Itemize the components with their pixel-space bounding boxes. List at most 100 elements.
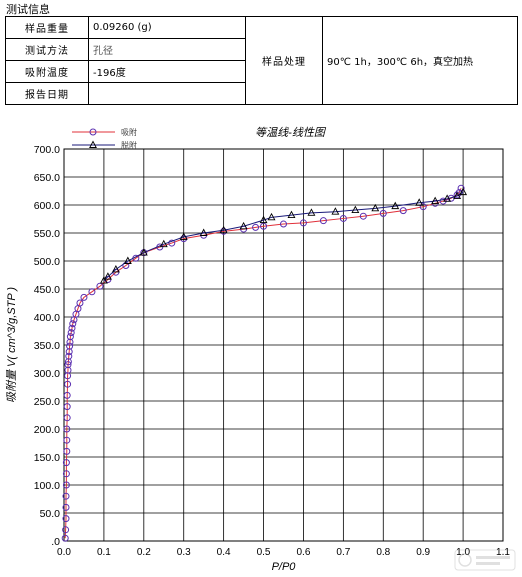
data-point [123, 256, 132, 264]
data-point [391, 201, 400, 210]
y-tick-label: 150.0 [34, 452, 60, 464]
data-point [66, 333, 74, 341]
x-tick-label: 0.0 [57, 547, 71, 558]
data-point [299, 219, 307, 227]
data-point [65, 352, 73, 360]
x-axis-label: P/P0 [272, 561, 297, 573]
data-point [62, 459, 70, 467]
y-tick-label: 500.0 [34, 256, 60, 268]
data-point [267, 212, 276, 221]
table-row: 测试方法 孔径 [5, 38, 518, 61]
value-sample-weight: 0.09260 (g) [88, 16, 246, 39]
section-title: 测试信息 [6, 3, 50, 16]
data-point [239, 221, 248, 230]
x-tick-label: 0.7 [336, 547, 350, 558]
legend-label: 脱附 [121, 140, 137, 150]
data-point [443, 194, 452, 202]
data-point [219, 225, 228, 234]
data-point [199, 228, 208, 236]
data-point [64, 380, 72, 388]
data-point [287, 210, 296, 219]
y-tick-label: 300.0 [34, 368, 60, 380]
data-point [63, 436, 71, 444]
data-point [139, 248, 148, 256]
logo-watermark-icon [454, 549, 516, 571]
label-test-method: 测试方法 [5, 38, 89, 61]
data-point [260, 222, 268, 230]
chart-title: 等温线-线性图 [255, 126, 327, 139]
y-axis-label: 吸附量 V( cm^3/g,STP ) [5, 287, 18, 403]
x-tick-label: 0.1 [97, 547, 111, 558]
x-tick-label: 0.4 [217, 547, 231, 558]
data-point [179, 232, 188, 240]
data-point [359, 212, 367, 220]
y-tick-label: 550.0 [34, 228, 60, 240]
data-point [431, 196, 440, 205]
data-point [252, 223, 260, 231]
table-row: 吸附温度 -196度 [5, 60, 518, 83]
data-point [453, 191, 462, 199]
legend-label: 吸附 [121, 127, 137, 137]
data-point [280, 220, 287, 228]
data-point [76, 299, 84, 307]
data-point [220, 227, 228, 235]
data-point [371, 203, 380, 212]
data-point [339, 214, 347, 222]
x-tick-label: 1.0 [456, 547, 470, 558]
data-point [67, 329, 75, 337]
legend-marker [89, 128, 97, 136]
data-point [62, 492, 70, 500]
value-report-date [88, 82, 246, 105]
data-point [63, 403, 71, 411]
data-point [103, 272, 112, 280]
y-tick-label: 650.0 [34, 172, 60, 184]
x-tick-label: 1.1 [496, 547, 510, 558]
data-point [331, 207, 340, 215]
table-row: 报告日期 [5, 82, 518, 105]
sample-info-table: 样品重量 0.09260 (g) 样品处理 90℃ 1h，300℃ 6h，真空加… [5, 16, 518, 105]
data-point [168, 239, 176, 247]
data-point [63, 447, 71, 455]
data-point [69, 320, 77, 328]
data-point [62, 470, 70, 478]
label-report-date: 报告日期 [5, 82, 89, 105]
data-point [379, 209, 387, 217]
data-point [62, 503, 70, 511]
label-sample-treatment: 样品处理 [245, 16, 323, 105]
data-point [351, 205, 360, 213]
data-point [62, 515, 70, 523]
data-point [96, 282, 104, 290]
data-point [63, 414, 71, 422]
isotherm-chart: 0.0 0.1 0.2 0.3 0.4 0.5 0.6 0.7 0.8 0.9 1.0 1.1 .0 50… [5, 126, 510, 573]
series-line-desorption [103, 191, 464, 281]
data-point [99, 276, 108, 284]
table-row: 样品重量 0.09260 (g) 样品处理 90℃ 1h，300℃ 6h，真空加… [5, 16, 518, 105]
data-point [88, 288, 96, 296]
x-tick-label: 0.6 [297, 547, 311, 558]
value-adsorption-temp: -196度 [88, 60, 246, 83]
data-point [63, 391, 71, 399]
data-point [64, 361, 72, 369]
y-tick-label: 700.0 [34, 144, 60, 156]
value-sample-treatment: 90℃ 1h，300℃ 6h，真空加热 [322, 16, 518, 105]
series-line-adsorption [64, 187, 462, 539]
data-point [259, 215, 268, 224]
data-point [399, 207, 407, 215]
data-point [63, 425, 71, 433]
x-tick-label: 0.3 [177, 547, 191, 558]
x-tick-label: 0.8 [376, 547, 390, 558]
y-tick-label: 100.0 [34, 480, 60, 492]
data-point [415, 198, 424, 206]
data-point [159, 239, 168, 248]
data-point [319, 217, 327, 225]
data-point [111, 264, 120, 273]
label-adsorption-temp: 吸附温度 [5, 60, 89, 83]
y-tick-label: .0 [51, 536, 60, 548]
x-tick-label: 0.2 [137, 547, 151, 558]
y-tick-label: 450.0 [34, 284, 60, 296]
x-tick-label: 0.5 [257, 547, 271, 558]
data-point [61, 534, 69, 542]
x-tick-label: 0.9 [416, 547, 430, 558]
data-point [419, 203, 427, 211]
y-tick-label: 350.0 [34, 340, 60, 352]
